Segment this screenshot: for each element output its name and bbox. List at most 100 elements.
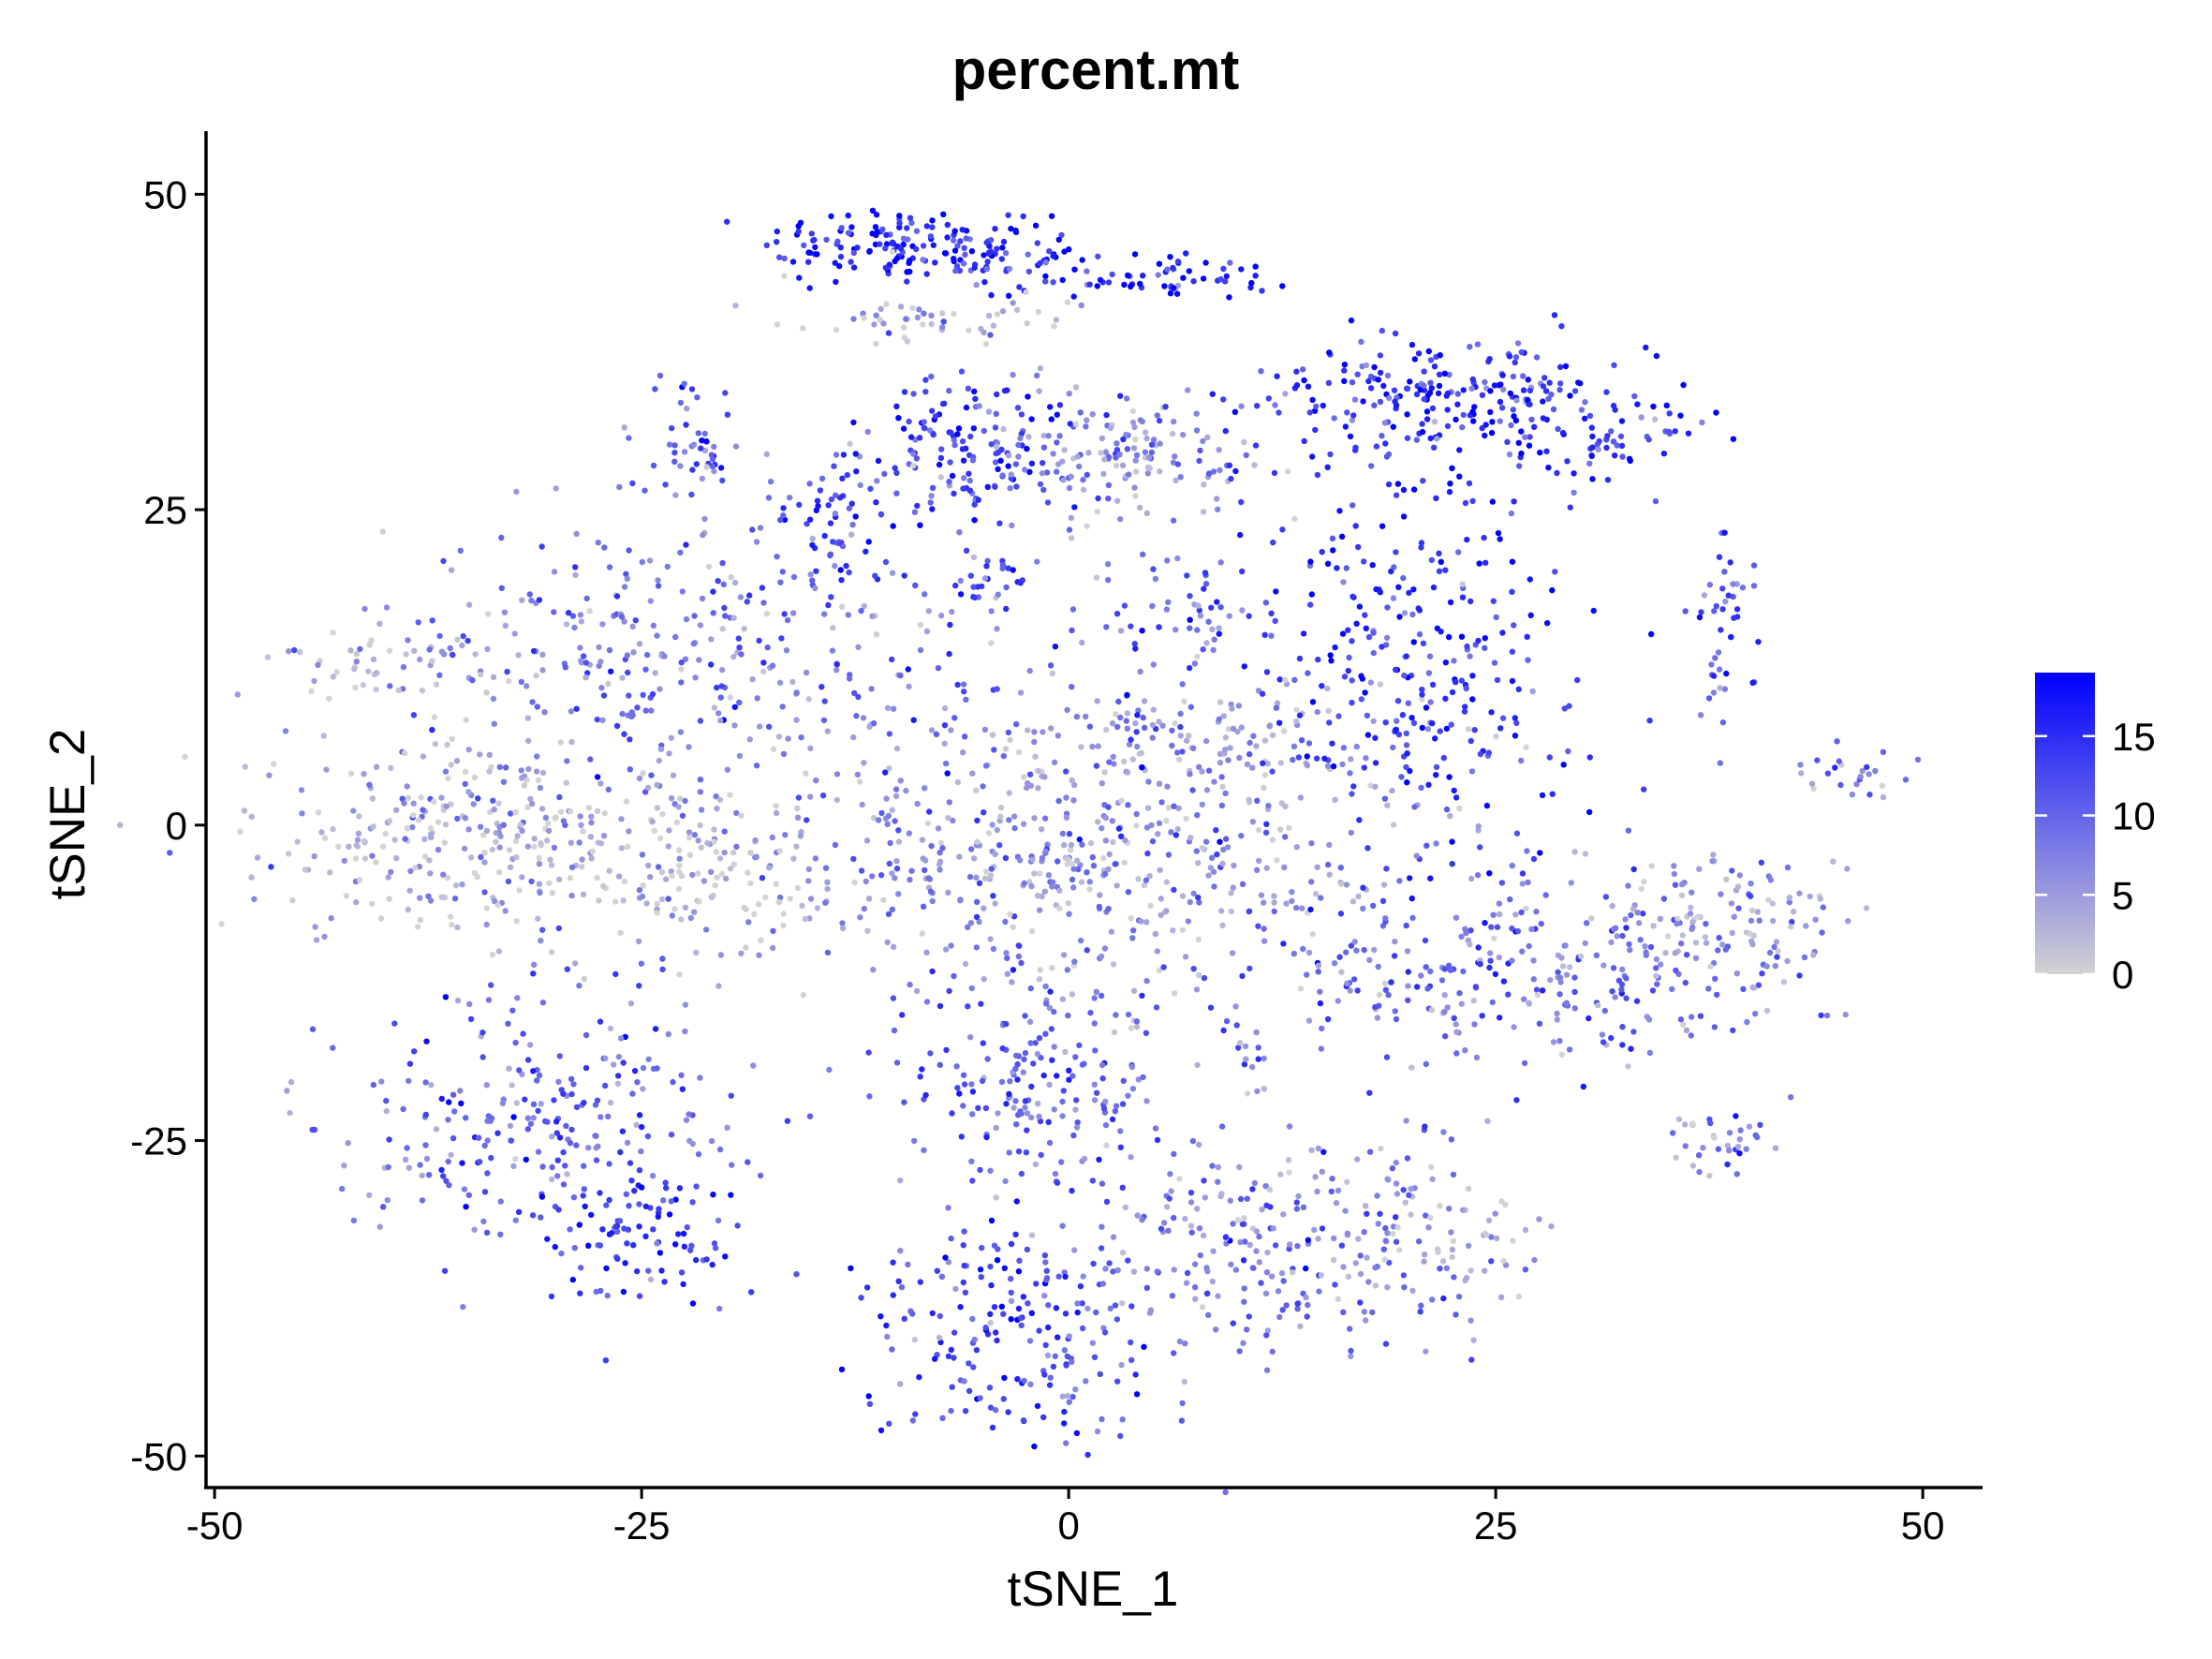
cell-point [463,1115,469,1121]
cell-point [1706,1173,1713,1179]
cell-point [1190,278,1197,285]
cell-point [774,228,780,235]
cell-point [1429,720,1436,727]
cell-point [1688,1032,1695,1039]
cell-point [443,803,450,809]
cell-point [781,255,788,262]
cell-point [1586,412,1594,420]
cell-point [647,1276,655,1283]
cell-point [1176,1176,1183,1182]
cell-point [581,1099,587,1106]
cell-point [812,585,818,592]
cell-point [994,245,1000,252]
cell-point [491,807,497,813]
cell-point [512,837,520,844]
cell-point [491,720,497,727]
cell-point [1474,341,1482,348]
cell-point [847,440,853,447]
cell-point [1028,1114,1035,1121]
cell-point [1113,447,1121,453]
cell-point [1146,465,1154,471]
cell-point [1460,387,1467,393]
cell-point [1202,581,1210,587]
cell-point [1069,991,1076,998]
cell-point [445,1158,451,1165]
cell-point [1042,848,1049,855]
cell-point [647,598,654,604]
cell-point [1169,742,1175,749]
cell-point [356,813,362,820]
cell-point [526,1042,534,1048]
cell-point [1172,477,1179,483]
cell-point [1214,851,1220,858]
cell-point [1494,924,1501,930]
cell-point [700,878,708,884]
cell-point [1354,1156,1361,1163]
cell-point [1158,896,1164,902]
cell-point [938,446,945,452]
cell-point [1244,761,1251,768]
cell-point [686,1111,692,1118]
cell-point [458,1100,465,1107]
cell-point [1125,1257,1131,1264]
cell-point [1269,1273,1276,1280]
cell-point [1372,1282,1379,1289]
cell-point [910,451,917,457]
cell-point [1317,988,1323,995]
cell-point [928,320,935,328]
cell-point [544,837,551,844]
cell-point [1470,418,1477,424]
cell-point [1209,1278,1217,1285]
cell-point [895,891,902,897]
cell-point [1130,927,1137,934]
cell-point [1211,778,1217,785]
cell-point [1506,451,1513,458]
cell-point [555,925,562,932]
cell-point [405,794,411,802]
cell-point [1128,1025,1135,1031]
cell-point [551,609,557,615]
cell-point [639,1123,645,1131]
cell-point [776,679,784,686]
cell-point [1526,387,1534,394]
cell-point [1430,584,1438,591]
cell-point [628,709,635,716]
cell-point [618,614,626,620]
cell-point [1479,392,1486,398]
cell-point [1485,749,1493,756]
cell-point [683,615,690,623]
cell-point [803,669,810,676]
cell-point [1114,1378,1121,1385]
cell-point [1331,960,1338,967]
cell-point [1039,854,1046,862]
cell-point [956,267,964,274]
cell-point [1066,831,1073,837]
cell-point [647,874,654,881]
cell-point [1349,699,1355,706]
cell-point [1447,599,1454,606]
cell-point [1205,1311,1212,1319]
cell-point [1511,413,1517,420]
cell-point [704,839,711,847]
cell-point [568,1090,575,1098]
cell-point [479,832,487,838]
cell-point [373,763,380,770]
cell-point [1215,1178,1221,1185]
cell-point [1771,943,1777,951]
cell-point [973,944,981,951]
cell-point [1223,836,1230,842]
cell-point [1682,1121,1688,1128]
cell-point [538,806,546,812]
cell-point [1102,837,1110,844]
cell-point [383,1107,390,1115]
cell-point [1410,486,1418,493]
cell-point [719,559,726,567]
cell-point [1149,602,1156,610]
cell-point [614,1080,622,1088]
cell-point [1721,686,1729,692]
cell-point [670,1078,676,1086]
cell-point [978,1000,984,1007]
cell-point [770,944,776,952]
cell-point [530,1115,537,1121]
cell-point [684,1223,690,1231]
